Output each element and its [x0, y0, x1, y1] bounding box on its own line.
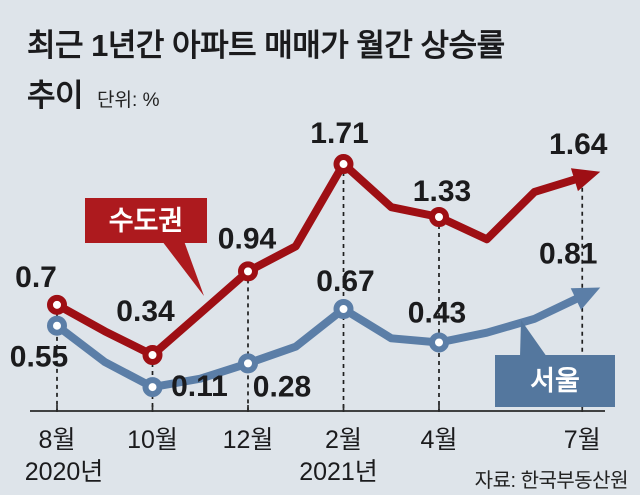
capital-area-point-marker — [429, 206, 449, 227]
source-credit: 자료: 한국부동산원 — [474, 470, 629, 492]
capital-area-point-marker — [333, 154, 354, 175]
x-tick-label: 8월 — [39, 426, 76, 454]
legend-seoul-box — [495, 355, 615, 407]
page-title-line1: 최근 1년간 아파트 매매가 월간 상승률 — [27, 28, 505, 63]
x-tick-label: 2월 — [325, 426, 362, 454]
value-label: 1.71 — [310, 117, 368, 150]
unit-label: 단위: % — [97, 90, 160, 111]
legend-capital-area-pointer-icon — [162, 241, 204, 296]
value-label: 0.67 — [316, 265, 374, 298]
legend-capital-area-label: 수도권 — [109, 206, 184, 236]
value-label: 0.11 — [171, 370, 228, 403]
x-tick-label: 7월 — [564, 426, 601, 454]
page-title-line2: 추이 — [27, 78, 84, 113]
capital-area-point-marker — [142, 345, 163, 366]
value-label: 0.34 — [116, 295, 175, 328]
title-block: 최근 1년간 아파트 매매가 월간 상승률 추이 단위: % — [27, 30, 505, 115]
value-label: 0.55 — [10, 341, 68, 374]
x-tick-label: 12월 — [223, 426, 274, 454]
value-label: 0.7 — [15, 261, 57, 294]
seoul-point-marker — [142, 377, 163, 398]
seoul-point-marker — [238, 353, 258, 374]
legend-capital-area-box — [85, 198, 207, 243]
legend-seoul-label: 서울 — [530, 366, 580, 396]
legend-seoul: 서울 — [495, 320, 615, 407]
value-label: 0.81 — [539, 237, 597, 270]
capital-area-arrowhead-icon — [570, 168, 601, 192]
value-label: 0.28 — [253, 370, 311, 403]
seoul-arrowhead-icon — [570, 287, 601, 310]
legend-seoul-pointer-icon — [520, 320, 547, 357]
seoul-point-marker — [333, 299, 354, 320]
x-tick-year-label: 2020년 — [25, 458, 104, 486]
value-label: 0.94 — [218, 222, 277, 255]
x-tick-year-label: 2021년 — [299, 458, 378, 486]
x-tick-label: 10월 — [127, 426, 178, 454]
value-label: 1.33 — [413, 175, 471, 208]
value-label: 1.64 — [549, 128, 608, 161]
capital-area-point-marker — [238, 261, 258, 282]
legend-capital-area: 수도권 — [85, 198, 207, 296]
seoul-point-marker — [47, 315, 67, 336]
seoul-point-marker — [429, 332, 449, 353]
capital-area-point-marker — [47, 294, 67, 315]
x-tick-label: 4월 — [421, 426, 458, 454]
value-label: 0.43 — [408, 296, 466, 329]
